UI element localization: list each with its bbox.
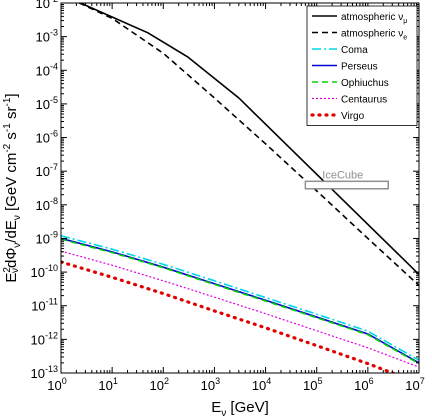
y-tick-label: 10-8 (36, 196, 58, 213)
y-tick-label: 10-11 (31, 297, 58, 314)
series-line-0 (78, 3, 419, 276)
y-tick-label: 10-6 (36, 129, 58, 146)
y-tick-label: 10-9 (36, 229, 58, 246)
legend-label: Coma (341, 45, 368, 56)
x-tick-label: 101 (98, 376, 117, 393)
legend-label: Virgo (341, 111, 365, 122)
legend-label: Ophiuchus (341, 78, 389, 89)
y-tick-label: 10-2 (36, 0, 58, 11)
legend-label: atmospheric νμ (341, 12, 407, 25)
x-tick-label: 103 (201, 376, 220, 393)
x-tick-label: 104 (252, 376, 271, 393)
x-tick-label: 105 (303, 376, 322, 393)
y-tick-label: 10-13 (31, 364, 58, 381)
series-line-6 (61, 260, 397, 373)
icecube-box (304, 180, 389, 190)
axes: 100 101 102 103 104 105 106 107 10-2 10-3 10-4 10-5… (31, 0, 425, 393)
x-axis-label: Eν [GeV] (211, 399, 269, 419)
legend-label: Centaurus (341, 95, 387, 106)
legend-label: Perseus (341, 62, 378, 73)
legend: atmospheric νμ atmospheric νe Coma Perseus O… (306, 5, 418, 126)
x-tick-label: 107 (405, 376, 424, 393)
icecube-annotation: IceCube (304, 169, 389, 190)
y-tick-label: 10-7 (36, 162, 58, 179)
y-tick-label: 10-10 (31, 263, 58, 280)
series-layer (61, 3, 419, 373)
y-tick-label: 10-5 (36, 95, 58, 112)
series-line-5 (61, 250, 419, 368)
legend-label: atmospheric νe (341, 29, 407, 42)
icecube-label: IceCube (322, 169, 363, 181)
y-tick-label: 10-12 (31, 330, 58, 347)
y-axis-label: E2νdΦν/dEν [GeV cm-2 s-1 sr-1] (2, 93, 23, 282)
x-tick-label: 100 (47, 376, 66, 393)
x-tick-label: 106 (354, 376, 373, 393)
y-tick-label: 10-3 (36, 28, 58, 45)
series-line-3 (61, 237, 419, 364)
x-tick-label: 102 (150, 376, 169, 393)
y-tick-label: 10-4 (36, 61, 58, 78)
plot-frame (60, 2, 420, 374)
series-line-4 (61, 238, 419, 365)
series-line-2 (61, 235, 419, 361)
series-line-1 (77, 3, 419, 287)
